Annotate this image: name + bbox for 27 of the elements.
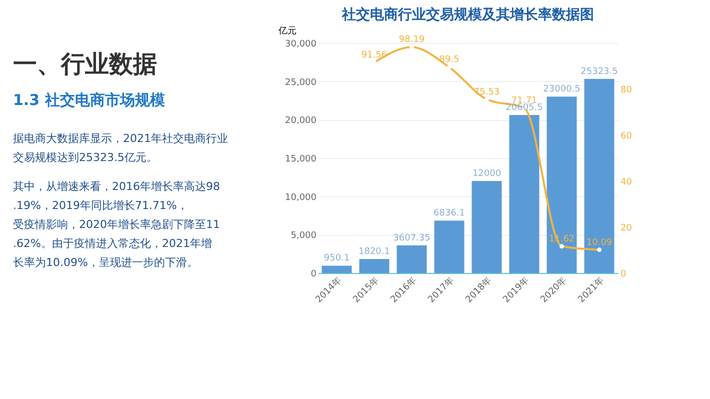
text: 据电商大数据库显示，2021年社交电商行业交易规模达到25323.5亿元。 (13, 132, 228, 164)
data-label: 23000.5 (543, 84, 580, 95)
data-label: 12000 (472, 169, 502, 179)
y-axis-title: 亿元 (278, 26, 296, 36)
y-tick-label: 5,000 (290, 231, 317, 242)
y2-tick-label: 0 (620, 270, 626, 280)
text: 一、行业数据 (13, 50, 157, 78)
data-label: 1820.1 (358, 247, 390, 258)
y-tick-label: 15,000 (285, 154, 317, 164)
y-tick-label: 0 (310, 270, 317, 280)
chart-title: 社交电商行业交易规模及其增长率数据图 (341, 6, 594, 23)
data-label: 6836.1 (434, 208, 465, 219)
y-tick-label: 30,000 (285, 40, 317, 50)
data-label: 10.09 (586, 238, 612, 248)
y-tick-label: 20,000 (285, 116, 317, 126)
text: 1.3 社交电商市场规模 (13, 91, 166, 109)
text: 其中，从增速来看，2016年增长率高达98.19%，2019年同比增长71.71%，受疫情影响，2020年增长率急剧下降至11.62%。由于疫情进入常态化，2021年增长率为10.09%，呈现进一步的下滑。 (13, 180, 220, 269)
data-label: 25323.5 (580, 66, 618, 77)
y2-tick-label: 40 (620, 178, 632, 188)
y-tick-label: 25,000 (285, 78, 317, 88)
data-label: 950.1 (324, 254, 350, 264)
y-tick-label: 10,000 (285, 192, 317, 203)
y2-tick-label: 60 (620, 132, 632, 142)
y2-tick-label: 80 (620, 86, 632, 96)
y2-tick-label: 20 (620, 224, 632, 234)
data-label: 98.19 (398, 35, 425, 46)
data-label: 3607.35 (393, 233, 430, 244)
